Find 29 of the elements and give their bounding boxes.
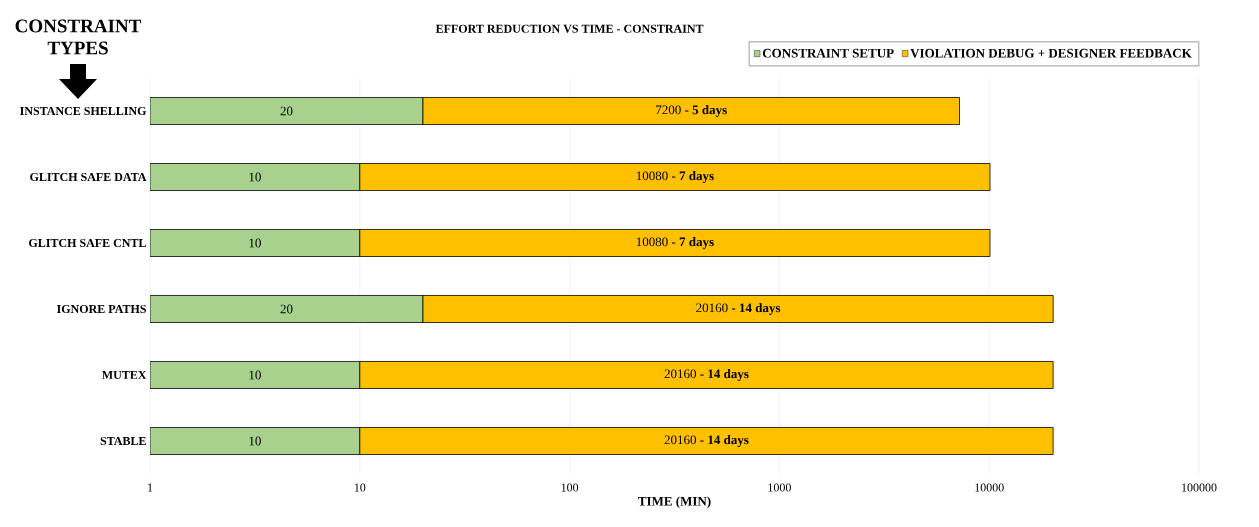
x-tick-label: 10000 [975, 483, 1004, 492]
y-tick-label: INSTANCE SHELLING [20, 106, 147, 116]
data-label: 20160 - 14 days [696, 303, 781, 315]
chart-title: EFFORT REDUCTION VS TIME - CONSTRAINT [435, 24, 704, 33]
y-tick-label: MUTEX [102, 371, 147, 379]
data-label: 20 [280, 106, 293, 116]
y-tick-label: GLITCH SAFE CNTL [29, 238, 146, 248]
y-tick-label: IGNORE PATHS [56, 304, 146, 314]
data-label: 10 [249, 238, 261, 248]
x-axis-title: TIME (MIN) [638, 496, 711, 509]
y-tick-label: STABLE [100, 436, 146, 446]
data-label: 10080 - 7 days [636, 237, 714, 249]
data-label: 7200 - 5 days [656, 105, 727, 117]
data-label: 20 [280, 304, 293, 314]
x-tick-label: 100000 [1182, 483, 1217, 492]
x-tick-label: 10 [354, 483, 366, 492]
data-label: 20160 - 14 days [664, 435, 749, 447]
data-label: 10080 - 7 days [636, 171, 714, 183]
legend-label: VIOLATION DEBUG + DESIGNER FEEDBACK [910, 48, 1192, 58]
data-label: 10 [249, 172, 261, 182]
data-label: 10 [249, 370, 261, 380]
legend-label: CONSTRAINT SETUP [762, 48, 894, 58]
x-tick-label: 1 [148, 483, 153, 492]
y-axis-title: CONSTRAINT TYPES [15, 19, 142, 55]
data-label: 10 [249, 436, 261, 446]
y-tick-label: GLITCH SAFE DATA [30, 172, 147, 182]
x-tick-label: 1000 [768, 483, 791, 492]
x-tick-label: 100 [561, 483, 579, 492]
data-label: 20160 - 14 days [664, 369, 749, 381]
